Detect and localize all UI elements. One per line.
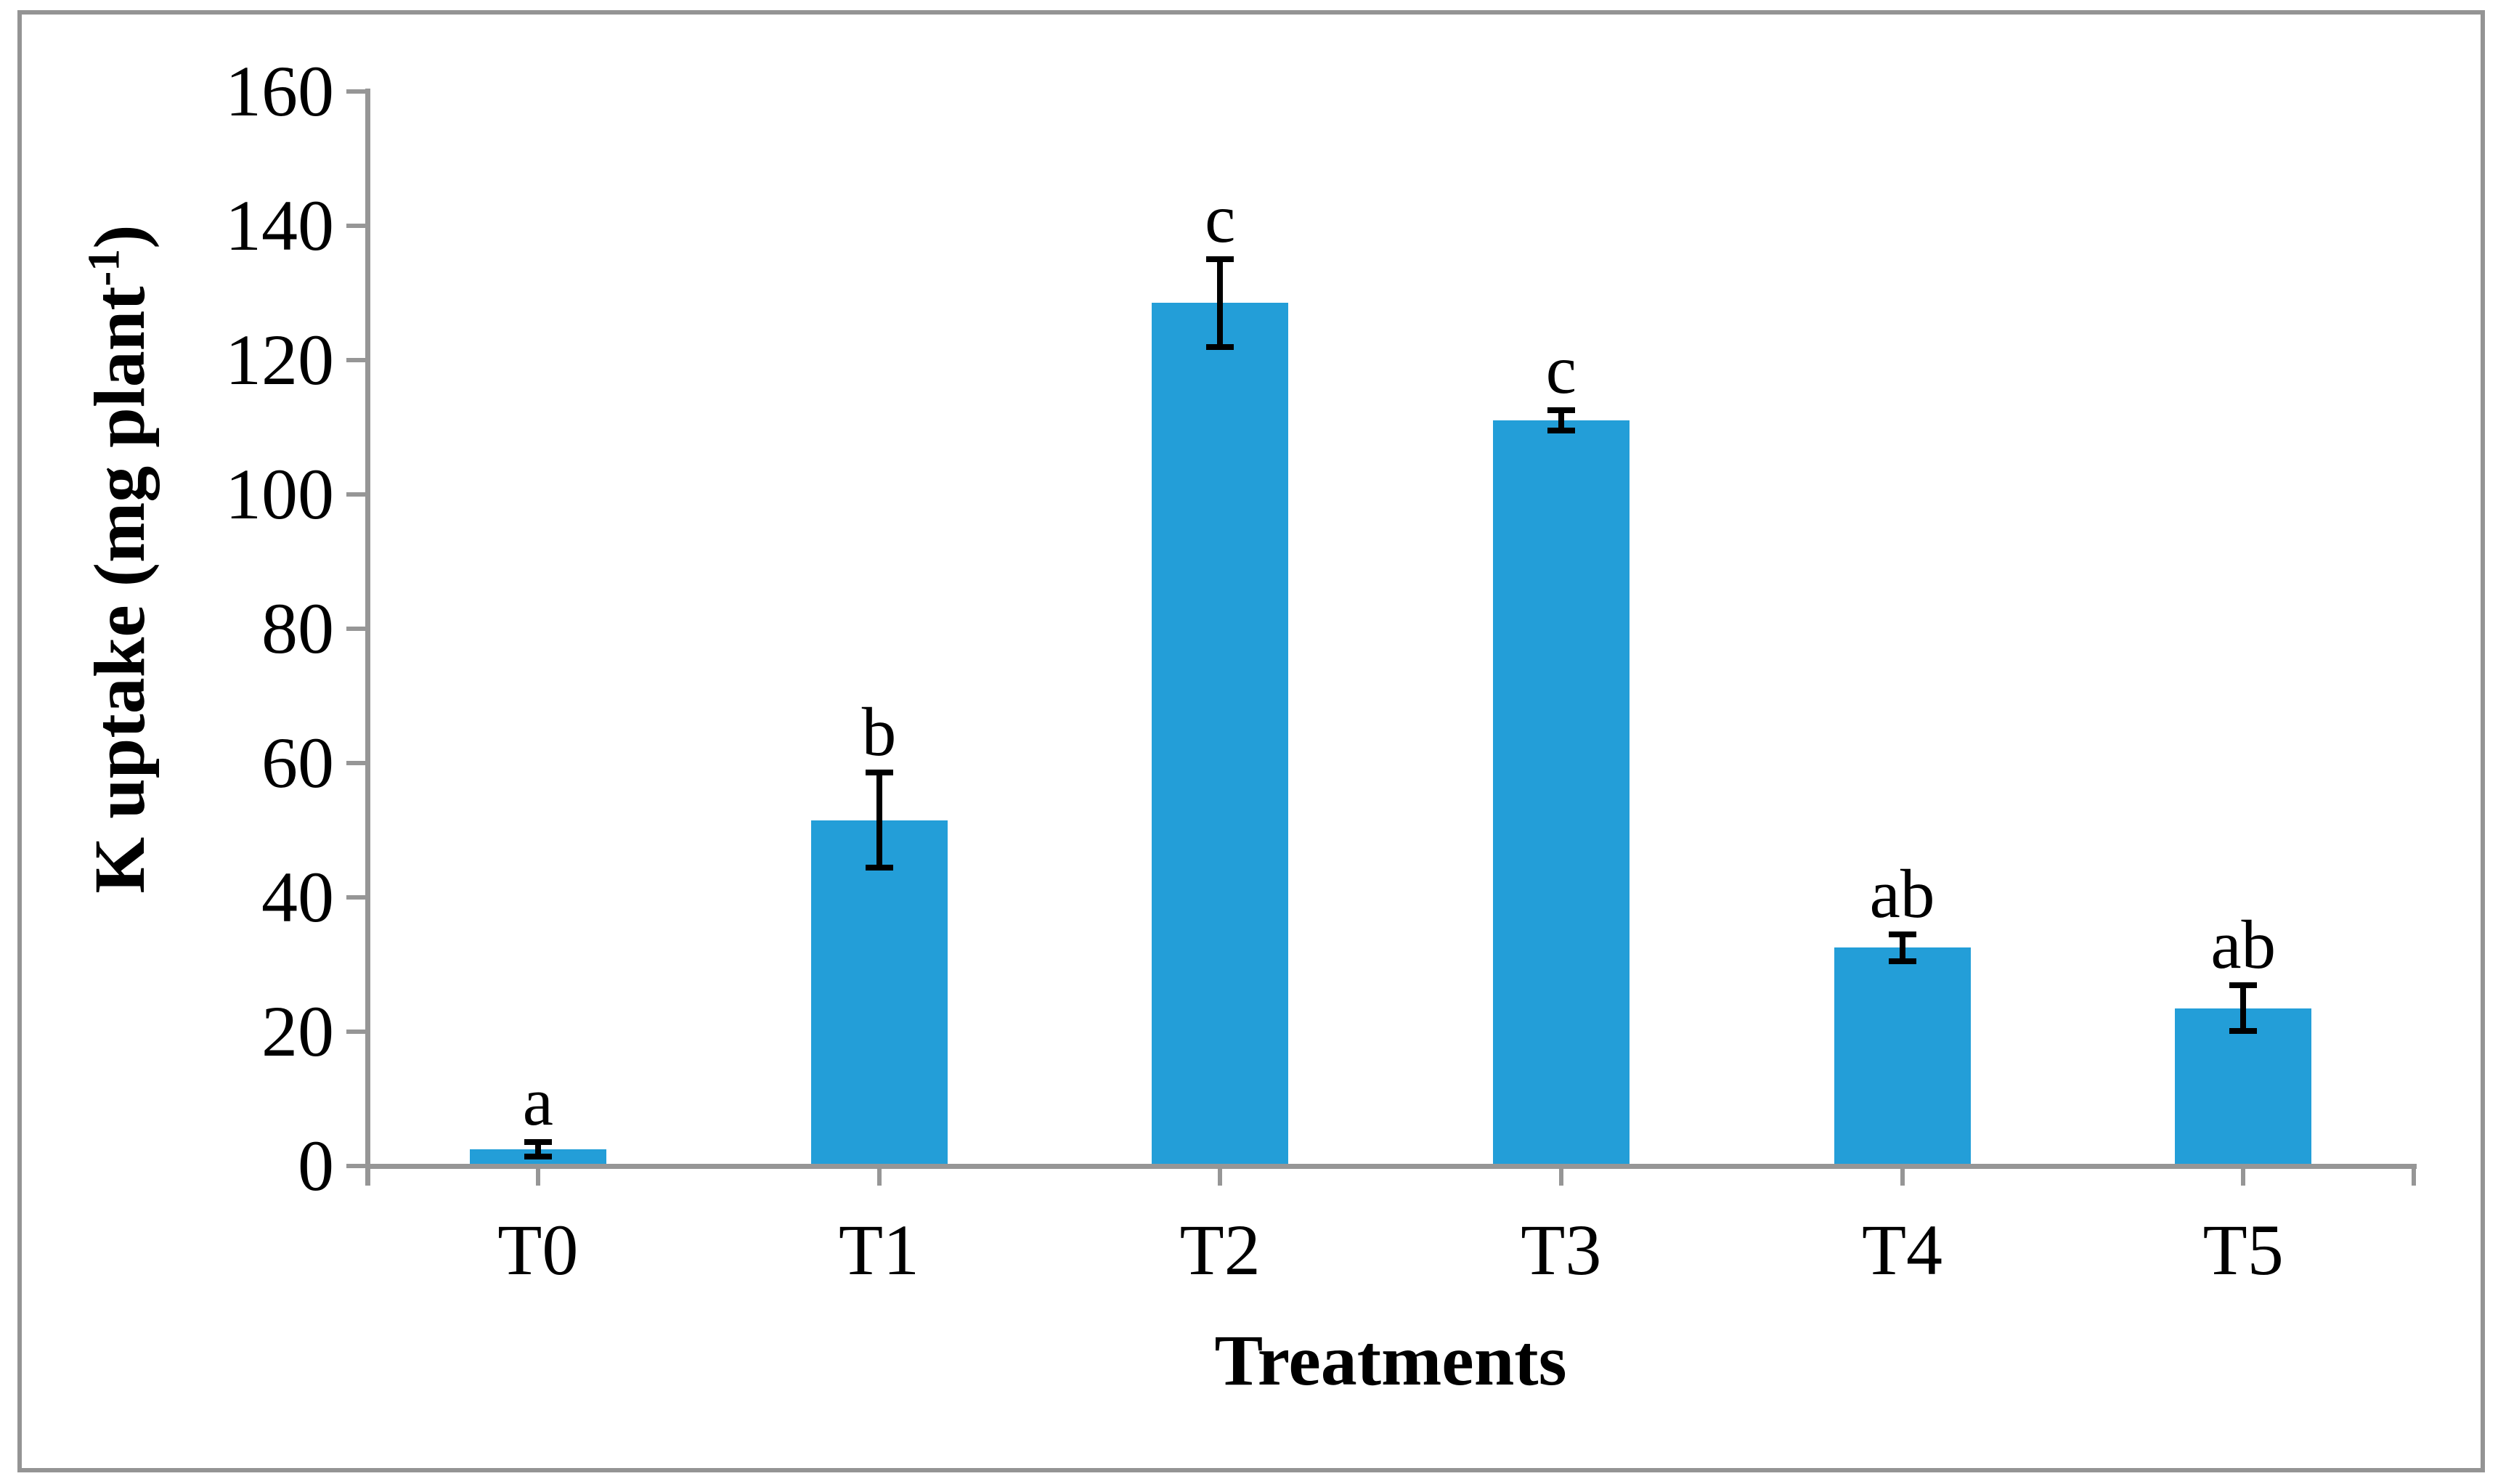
bar-T4 xyxy=(1834,947,1971,1166)
x-tick-label-T0: T0 xyxy=(497,1210,579,1290)
error-bar-bottom-cap-T4 xyxy=(1888,958,1916,964)
y-tick-label-20: 20 xyxy=(261,991,334,1072)
significance-letter-T3: c xyxy=(1545,331,1576,409)
y-tick-40 xyxy=(346,895,367,900)
y-tick-160 xyxy=(346,89,367,94)
y-tick-60 xyxy=(346,761,367,765)
y-tick-label-120: 120 xyxy=(225,319,334,400)
y-tick-140 xyxy=(346,224,367,228)
error-bar-top-cap-T5 xyxy=(2229,982,2258,989)
x-axis-end-tick xyxy=(2412,1166,2416,1186)
error-bar-T1 xyxy=(876,772,882,868)
y-axis-line xyxy=(365,89,370,1186)
x-tick-label-T5: T5 xyxy=(2202,1210,2284,1290)
error-bar-T2 xyxy=(1217,259,1224,347)
significance-letter-T1: b xyxy=(861,693,897,770)
error-bar-bottom-cap-T1 xyxy=(865,865,893,871)
x-tick-label-T1: T1 xyxy=(838,1210,920,1290)
y-tick-label-60: 60 xyxy=(261,722,334,803)
y-tick-label-40: 40 xyxy=(261,857,334,937)
bar-T1 xyxy=(810,820,948,1166)
x-tick-T2 xyxy=(1218,1166,1223,1186)
y-tick-80 xyxy=(346,627,367,631)
y-tick-100 xyxy=(346,492,367,497)
error-bar-bottom-cap-T2 xyxy=(1206,343,1234,350)
error-bar-bottom-cap-T0 xyxy=(524,1154,552,1160)
x-tick-T5 xyxy=(2241,1166,2246,1186)
y-tick-label-100: 100 xyxy=(225,454,334,534)
y-tick-label-160: 160 xyxy=(225,51,334,131)
error-bar-T5 xyxy=(2240,985,2247,1032)
x-tick-T1 xyxy=(876,1166,882,1186)
x-axis-title: Treatments xyxy=(1214,1320,1567,1401)
x-tick-T0 xyxy=(535,1166,540,1186)
error-bar-top-cap-T2 xyxy=(1206,256,1234,263)
bar-T3 xyxy=(1492,420,1630,1166)
x-tick-label-T3: T3 xyxy=(1521,1210,1602,1290)
significance-letter-T0: a xyxy=(522,1062,553,1140)
error-bar-top-cap-T0 xyxy=(524,1138,552,1145)
error-bar-bottom-cap-T3 xyxy=(1547,428,1575,434)
error-bar-bottom-cap-T5 xyxy=(2229,1028,2258,1035)
y-tick-label-0: 0 xyxy=(298,1125,334,1206)
error-bar-T0 xyxy=(534,1141,541,1157)
figure-border xyxy=(17,10,2485,1472)
significance-letter-T4: ab xyxy=(1869,855,1935,932)
bar-T5 xyxy=(2175,1008,2312,1166)
x-tick-T3 xyxy=(1558,1166,1563,1186)
y-tick-label-140: 140 xyxy=(225,185,334,266)
error-bar-top-cap-T3 xyxy=(1547,407,1575,414)
x-axis-line xyxy=(365,1164,2417,1169)
error-bar-T3 xyxy=(1558,410,1564,431)
error-bar-top-cap-T1 xyxy=(865,769,893,775)
x-tick-T4 xyxy=(1900,1166,1905,1186)
error-bar-top-cap-T4 xyxy=(1888,931,1916,937)
error-bar-T4 xyxy=(1899,934,1905,961)
bar-T2 xyxy=(1152,303,1289,1166)
significance-letter-T5: ab xyxy=(2210,906,2276,984)
x-tick-label-T2: T2 xyxy=(1179,1210,1261,1290)
x-tick-label-T4: T4 xyxy=(1861,1210,1943,1290)
y-tick-0 xyxy=(346,1164,367,1168)
y-tick-120 xyxy=(346,358,367,362)
y-tick-label-80: 80 xyxy=(261,588,334,669)
y-tick-20 xyxy=(346,1030,367,1034)
y-axis-title: K uptake (mg plant-1) xyxy=(79,160,160,958)
significance-letter-T2: c xyxy=(1205,180,1236,258)
